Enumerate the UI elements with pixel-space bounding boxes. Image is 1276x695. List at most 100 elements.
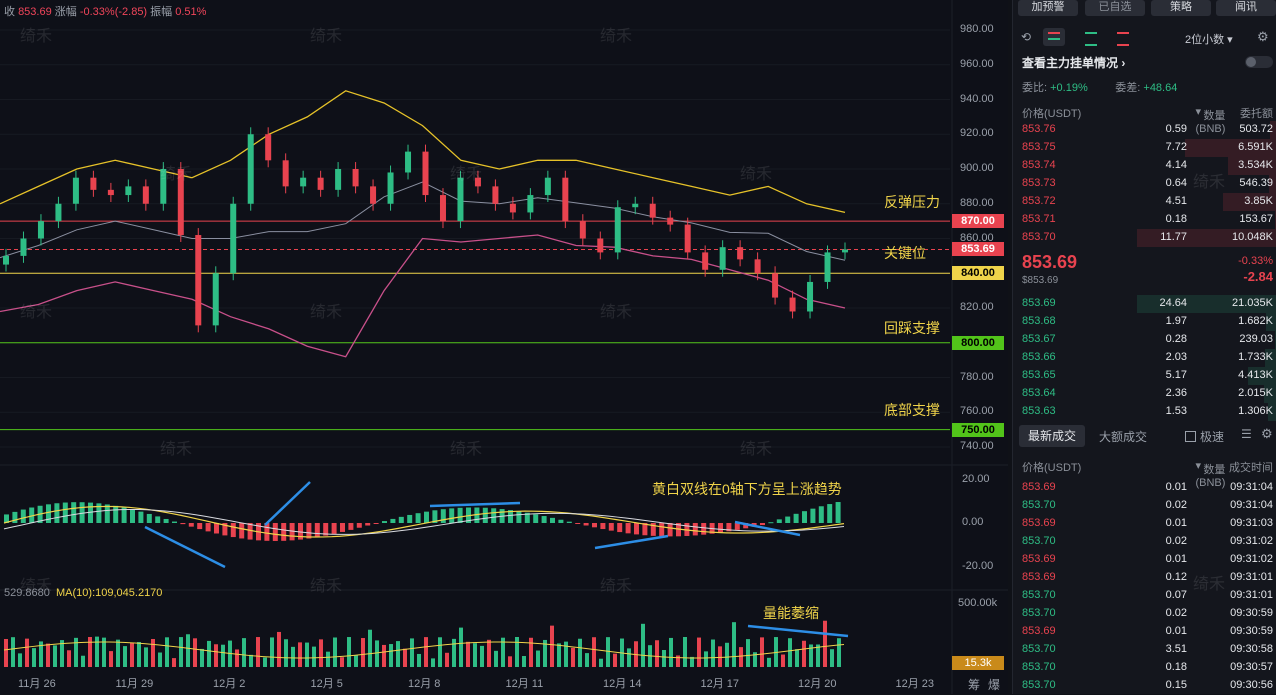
volume-bar bbox=[137, 641, 141, 667]
price-axis-tick: 760.00 bbox=[960, 405, 994, 418]
trade-row: 853.69 0.12 09:31:01 bbox=[1013, 569, 1276, 587]
main-orders-toggle[interactable] bbox=[1245, 56, 1273, 68]
order-book-row[interactable]: 853.64 2.36 2.015K bbox=[1013, 385, 1276, 403]
order-book-row[interactable]: 853.68 1.97 1.682K bbox=[1013, 313, 1276, 331]
order-book-row[interactable]: 853.63 1.53 1.306K bbox=[1013, 403, 1276, 421]
volume-bar bbox=[207, 640, 211, 667]
x-axis-label: 11月 29 bbox=[115, 678, 154, 690]
order-price: 853.76 bbox=[1022, 123, 1056, 135]
trade-price: 853.70 bbox=[1022, 535, 1056, 547]
macd-bar bbox=[642, 523, 648, 536]
order-book-row[interactable]: 853.65 5.17 4.413K bbox=[1013, 367, 1276, 385]
volume-bar bbox=[193, 638, 197, 667]
alert-button[interactable]: 加预警 bbox=[1018, 0, 1078, 16]
volume-bar bbox=[235, 649, 239, 667]
candle-body bbox=[300, 177, 307, 187]
order-book-row[interactable]: 853.66 2.03 1.733K bbox=[1013, 349, 1276, 367]
order-book-row[interactable]: 853.67 0.28 239.03 bbox=[1013, 331, 1276, 349]
trend-arrow bbox=[264, 481, 311, 526]
quantity-unit-select[interactable]: 数量 (BNB) ▾ bbox=[1195, 106, 1226, 135]
order-book-row[interactable]: 853.69 24.64 21.035K bbox=[1013, 295, 1276, 313]
macd-bar bbox=[516, 511, 522, 523]
chart-area[interactable]: 收 853.69 涨幅 -0.33%(-2.85) 振幅 0.51% 980.0… bbox=[0, 0, 1008, 694]
trade-quantity: 0.15 bbox=[1165, 679, 1187, 691]
macd-bar bbox=[667, 523, 673, 537]
level-price-box: 840.00 bbox=[952, 266, 1004, 281]
volume-bar bbox=[809, 644, 813, 667]
candle-body bbox=[807, 281, 814, 312]
candle-body bbox=[20, 238, 27, 256]
book-both-icon[interactable] bbox=[1043, 28, 1065, 46]
volume-bar bbox=[4, 639, 8, 667]
kline-chart[interactable] bbox=[0, 0, 1008, 694]
tab-large-trades[interactable]: 大额成交 bbox=[1099, 430, 1148, 444]
candle-body bbox=[352, 169, 359, 187]
volume-bar bbox=[431, 658, 435, 667]
price-axis-tick: 960.00 bbox=[960, 57, 994, 70]
liquidation-button[interactable]: 爆 bbox=[988, 678, 1001, 692]
volume-bar bbox=[711, 639, 715, 667]
trade-row: 853.70 0.18 09:30:57 bbox=[1013, 659, 1276, 677]
volume-bar bbox=[683, 637, 687, 667]
order-book-row[interactable]: 853.71 0.18 153.67 bbox=[1013, 211, 1276, 229]
candle-body bbox=[282, 160, 289, 187]
bollinger-lower bbox=[0, 234, 846, 358]
macd-bar bbox=[600, 523, 606, 530]
depth-bar bbox=[1265, 349, 1276, 367]
trend-arrow bbox=[429, 501, 521, 508]
chip-button[interactable]: 筹 bbox=[968, 678, 981, 692]
settings-icon[interactable]: ⚙ bbox=[1261, 426, 1273, 441]
refresh-icon[interactable]: ⟲ bbox=[1021, 30, 1032, 44]
order-book-row[interactable]: 853.73 0.64 546.39 bbox=[1013, 175, 1276, 193]
order-book-row[interactable]: 853.72 4.51 3.85K bbox=[1013, 193, 1276, 211]
trade-row: 853.70 0.02 09:30:59 bbox=[1013, 605, 1276, 623]
order-amount: 1.733K bbox=[1238, 351, 1273, 363]
filter-icon[interactable]: ☰ bbox=[1241, 427, 1252, 441]
trade-time: 09:31:04 bbox=[1230, 499, 1273, 511]
settings-icon[interactable]: ⚙ bbox=[1257, 29, 1269, 44]
order-book-row[interactable]: 853.70 11.77 10.048K bbox=[1013, 229, 1276, 247]
volume-bar bbox=[74, 637, 78, 667]
main-orders-link[interactable]: 查看主力挂单情况 › bbox=[1022, 56, 1126, 70]
volume-bar bbox=[802, 640, 806, 667]
order-quantity: 4.51 bbox=[1165, 195, 1187, 207]
trade-unit-select[interactable]: 数量(BNB) ▾ bbox=[1195, 460, 1226, 489]
tab-latest-trades[interactable]: 最新成交 bbox=[1019, 425, 1085, 447]
favorite-button[interactable]: 已自选 bbox=[1085, 0, 1145, 16]
volume-bar bbox=[459, 627, 463, 667]
order-book-row[interactable]: 853.74 4.14 3.534K bbox=[1013, 157, 1276, 175]
order-quantity: 2.03 bbox=[1165, 351, 1187, 363]
extreme-checkbox[interactable]: 极速 bbox=[1185, 428, 1224, 445]
depth-bar bbox=[1248, 367, 1276, 385]
macd-bar bbox=[20, 509, 26, 523]
x-axis-label: 11月 26 bbox=[18, 678, 56, 690]
strategy-button[interactable]: 策略 bbox=[1151, 0, 1211, 16]
volume-info: 529.8680 MA(10):109,045.2170 bbox=[4, 587, 163, 599]
macd-bar bbox=[407, 514, 413, 523]
macd-bar bbox=[323, 523, 329, 536]
book-bids-icon[interactable] bbox=[1085, 32, 1097, 46]
volume-bar bbox=[543, 639, 547, 667]
depth-bar bbox=[1269, 175, 1276, 193]
watermark: 绮禾 bbox=[450, 166, 483, 183]
candle-body bbox=[527, 195, 534, 213]
candle-body bbox=[90, 177, 97, 190]
order-price: 853.67 bbox=[1022, 333, 1056, 345]
macd-bar bbox=[760, 523, 765, 526]
order-book-row[interactable]: 853.75 7.72 6.591K bbox=[1013, 139, 1276, 157]
trade-row: 853.70 0.02 09:31:02 bbox=[1013, 533, 1276, 551]
book-asks-icon[interactable] bbox=[1117, 32, 1129, 46]
volume-bar bbox=[200, 648, 204, 667]
depth-bar bbox=[1185, 139, 1276, 157]
macd-bar bbox=[146, 513, 152, 523]
volume-bar bbox=[669, 637, 673, 667]
news-button[interactable]: 闻讯 bbox=[1216, 0, 1276, 16]
macd-bar bbox=[188, 523, 194, 527]
candle-body bbox=[195, 235, 202, 326]
candle-body bbox=[719, 247, 726, 270]
macd-axis-tick: 0.00 bbox=[962, 516, 984, 528]
decimals-select[interactable]: 2位小数 ▾ bbox=[1185, 34, 1233, 46]
trade-row: 853.69 0.01 09:31:04 bbox=[1013, 479, 1276, 497]
order-book-row[interactable]: 853.76 0.59 503.72 bbox=[1013, 121, 1276, 139]
volume-bar bbox=[676, 655, 680, 667]
